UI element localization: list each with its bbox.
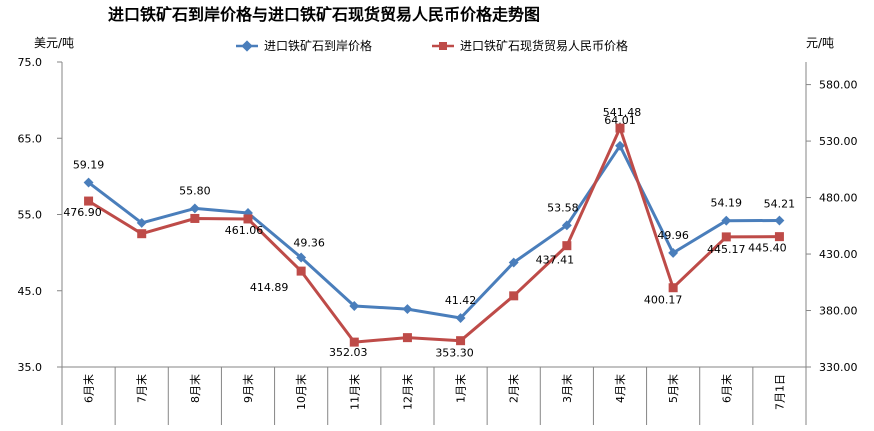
data-label: 54.19: [711, 197, 743, 210]
x-tick-label: 6月末: [82, 374, 96, 403]
data-point-cif: [561, 220, 572, 231]
data-point-cif: [402, 304, 413, 314]
data-label: 55.80: [179, 184, 211, 197]
data-point-rmb: [137, 229, 147, 239]
data-point-cif: [296, 252, 307, 263]
data-point-cif: [83, 177, 94, 188]
data-point-rmb: [243, 214, 253, 224]
data-point-cif: [721, 215, 732, 226]
x-tick-label: 12月末: [400, 374, 414, 410]
data-point-rmb: [721, 232, 731, 242]
legend: 进口铁矿石到岸价格 进口铁矿石现货贸易人民币价格: [236, 38, 628, 53]
data-label: 49.96: [657, 229, 689, 242]
y-right-tick-label: 580.00: [819, 79, 858, 92]
data-label: 437.41: [536, 254, 575, 267]
x-tick-label: 8月末: [188, 374, 202, 403]
data-point-rmb: [562, 241, 572, 251]
y-left-tick-label: 75.0: [18, 56, 43, 69]
data-point-cif: [455, 313, 466, 323]
axes: 35.0 45.0 55.0 65.0 75.0 330.00 380.00 430.00 48…: [18, 56, 858, 425]
data-label: 400.17: [644, 294, 683, 307]
data-point-rmb: [402, 333, 412, 343]
chart-title: 进口铁矿石到岸价格与进口铁矿石现货贸易人民币价格走势图: [108, 5, 540, 24]
data-point-cif: [508, 257, 519, 268]
data-label: 353.30: [435, 347, 474, 360]
data-label: 53.58: [547, 201, 579, 214]
x-tick-label: 9月末: [241, 374, 255, 403]
data-point-rmb: [615, 123, 625, 133]
y-left-unit: 美元/吨: [34, 36, 74, 50]
data-label: 541.48: [603, 106, 642, 119]
y-left-tick-label: 45.0: [18, 285, 43, 298]
data-point-rmb: [84, 196, 94, 206]
legend-marker-cif: [241, 40, 253, 52]
data-point-rmb: [296, 266, 306, 276]
data-point-cif: [136, 217, 147, 228]
y-right-tick-label: 480.00: [819, 192, 858, 205]
x-tick-label: 10月末: [294, 374, 308, 410]
x-tick-label: 4月末: [613, 374, 627, 403]
data-point-rmb: [509, 291, 519, 301]
data-label: 64.01: [604, 114, 636, 127]
x-tick-label: 5月末: [666, 374, 680, 403]
data-point-cif: [615, 140, 625, 151]
legend-label-cif: 进口铁矿石到岸价格: [264, 38, 372, 53]
y-right-tick-label: 430.00: [819, 248, 858, 261]
data-label: 49.36: [293, 237, 325, 250]
x-tick-label: 6月末: [719, 374, 733, 403]
x-tick-label: 1月末: [454, 374, 468, 403]
data-label: 54.21: [764, 198, 796, 211]
x-tick-label: 7月末: [135, 374, 149, 403]
legend-marker-rmb: [439, 42, 447, 50]
x-tick-label: 7月1日: [773, 374, 786, 410]
x-tick-label: 3月末: [560, 374, 574, 403]
data-point-cif: [668, 247, 679, 258]
y-right-tick-label: 380.00: [819, 305, 858, 318]
data-label: 461.06: [225, 224, 264, 237]
data-label: 445.40: [748, 242, 787, 255]
x-tick-label: 11月末: [347, 374, 361, 410]
y-left-tick-label: 35.0: [18, 361, 43, 374]
data-label: 59.19: [73, 159, 105, 172]
x-tick-label: 2月末: [507, 374, 521, 403]
y-right-tick-label: 530.00: [819, 135, 858, 148]
data-point-cif: [774, 215, 785, 226]
data-label: 41.42: [445, 294, 477, 307]
data-label: 352.03: [329, 346, 368, 359]
series-line-1: [87, 126, 780, 344]
y-right-tick-label: 330.00: [819, 361, 858, 374]
series-layer: 59.19 55.80 49.36 41.42 53.58 64.01 49.96 54.19…: [63, 106, 795, 360]
data-label: 414.89: [250, 281, 289, 294]
series-line-0: [87, 144, 780, 320]
data-point-cif: [349, 301, 360, 311]
data-point-cif: [189, 203, 200, 214]
data-point-rmb: [190, 213, 200, 223]
data-point-rmb: [668, 283, 678, 293]
y-left-tick-label: 65.0: [18, 132, 43, 145]
data-point-rmb: [456, 336, 466, 346]
y-left-tick-label: 55.0: [18, 209, 43, 222]
legend-label-rmb: 进口铁矿石现货贸易人民币价格: [460, 38, 628, 53]
data-point-rmb: [774, 232, 784, 242]
y-right-unit: 元/吨: [806, 36, 834, 50]
data-point-rmb: [349, 337, 359, 347]
data-label: 476.90: [63, 206, 102, 219]
data-label: 445.17: [707, 243, 746, 256]
